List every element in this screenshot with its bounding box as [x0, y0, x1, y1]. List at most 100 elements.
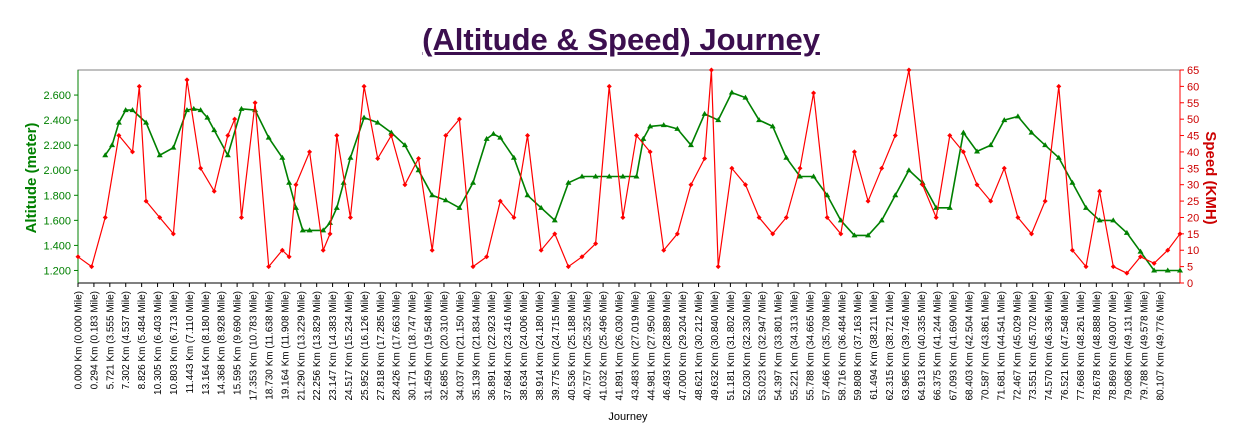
x-tick-label: 21.290 Km (13.229 Mile) [296, 291, 307, 401]
speed-point [906, 67, 912, 73]
altitude-point [1164, 267, 1171, 273]
speed-point [1151, 260, 1157, 266]
speed-point [988, 198, 994, 204]
x-tick-label: 72.467 Km (45.029 Mile) [1012, 291, 1023, 401]
speed-point [511, 214, 517, 220]
speed-point [593, 241, 599, 247]
x-tick-label: 53.023 Km (32.947 Mile) [758, 291, 769, 401]
x-tick-label: 67.093 Km (41.690 Mile) [949, 291, 960, 401]
altitude-point [299, 227, 306, 233]
speed-point [674, 231, 680, 237]
altitude-point [374, 119, 381, 125]
altitude-point [592, 173, 599, 179]
x-tick-label: 66.375 Km (41.244 Mile) [933, 291, 944, 401]
altitude-point [510, 154, 517, 160]
x-tick-label: 55.788 Km (34.665 Mile) [805, 291, 816, 401]
x-tick-label: 57.466 Km (35.708 Mile) [821, 291, 832, 401]
speed-point [266, 264, 272, 270]
x-tick-label: 24.517 Km (15.234 Mile) [344, 291, 355, 401]
altitude-point [109, 142, 116, 148]
right-tick-label: 45 [1187, 131, 1199, 143]
altitude-point [1083, 204, 1090, 210]
altitude-point [715, 117, 722, 123]
right-axis-ticks: 0 5 10 15 20 25 30 35 40 45 50 55 60 65 [1180, 65, 1199, 290]
altitude-point [204, 114, 211, 120]
speed-point [565, 264, 571, 270]
speed-point [525, 133, 531, 139]
speed-point [429, 247, 435, 253]
speed-point [375, 155, 381, 161]
altitude-point [320, 227, 327, 233]
speed-point [892, 133, 898, 139]
altitude-point [865, 232, 872, 238]
altitude-point [769, 123, 776, 129]
x-tick-label: 5.721 Km (3.555 Mile) [105, 291, 116, 389]
altitude-point [347, 154, 354, 160]
altitude-point [224, 152, 231, 158]
x-tick-label: 17.353 Km (10.783 Mile) [249, 291, 260, 401]
altitude-point [660, 122, 667, 128]
altitude-point [905, 167, 912, 173]
x-tick-label: 62.315 Km (38.721 Mile) [885, 291, 896, 401]
altitude-point [456, 204, 463, 210]
x-tick-label: 77.668 Km (48.261 Mile) [1076, 291, 1087, 401]
speed-point [974, 182, 980, 188]
altitude-point [524, 192, 531, 198]
speed-point [715, 264, 721, 270]
altitude-point [960, 129, 967, 135]
speed-point [538, 247, 544, 253]
speed-point [851, 149, 857, 155]
altitude-point [327, 219, 334, 225]
x-tick-label: 13.164 Km (8.180 Mile) [201, 291, 212, 395]
y-axis-title-left: Altitude (meter) [23, 123, 40, 234]
altitude-point [190, 105, 197, 111]
altitude-point [565, 179, 572, 185]
speed-point [416, 155, 422, 161]
x-tick-label: 63.965 Km (39.746 Mile) [901, 291, 912, 401]
speed-point [1083, 264, 1089, 270]
speed-point [920, 182, 926, 188]
speed-point [225, 133, 231, 139]
x-tick-label: 38.634 Km (24.006 Mile) [519, 291, 530, 401]
x-tick-label: 0.294 Km (0.183 Mile) [89, 291, 100, 389]
x-tick-label: 68.403 Km (42.504 Mile) [965, 291, 976, 401]
altitude-point [742, 94, 749, 100]
altitude-point [170, 144, 177, 150]
left-tick-label: 2.000 [43, 165, 71, 177]
altitude-point [388, 129, 395, 135]
x-tick-label: 34.037 Km (21.150 Mile) [455, 291, 466, 401]
x-tick-label: 46.493 Km (28.889 Mile) [662, 291, 673, 401]
altitude-point [1096, 217, 1103, 223]
speed-point [320, 247, 326, 253]
altitude-point [156, 152, 163, 158]
speed-point [497, 198, 503, 204]
x-tick-label: 7.302 Km (4.537 Mile) [121, 291, 132, 389]
left-tick-label: 2.600 [43, 90, 71, 102]
speed-point [184, 77, 190, 83]
speed-point [1069, 247, 1075, 253]
speed-point [279, 247, 285, 253]
speed-point [143, 198, 149, 204]
altitude-point [333, 204, 340, 210]
speed-point [647, 149, 653, 155]
altitude-point [442, 197, 449, 203]
x-tick-label: 30.171 Km (18.747 Mile) [408, 291, 419, 401]
x-tick-label: 18.730 Km (11.638 Mile) [264, 291, 275, 400]
speed-point [470, 264, 476, 270]
altitude-point [183, 107, 190, 113]
speed-point [1165, 247, 1171, 253]
x-tick-label: 79.788 Km (49.578 Mile) [1140, 291, 1151, 401]
x-tick-label: 37.684 Km (23.416 Mile) [503, 291, 514, 401]
x-tick-label: 38.914 Km (24.180 Mile) [535, 291, 546, 401]
altitude-point [490, 130, 497, 136]
altitude-point [115, 119, 122, 125]
speed-point [729, 165, 735, 171]
altitude-point [1014, 113, 1021, 119]
altitude-point [211, 127, 218, 133]
right-tick-label: 15 [1187, 229, 1199, 241]
speed-series [75, 67, 1183, 276]
altitude-point [497, 134, 504, 140]
x-tick-label: 35.139 Km (21.834 Mile) [471, 291, 482, 401]
speed-point [879, 165, 885, 171]
speed-point [402, 182, 408, 188]
